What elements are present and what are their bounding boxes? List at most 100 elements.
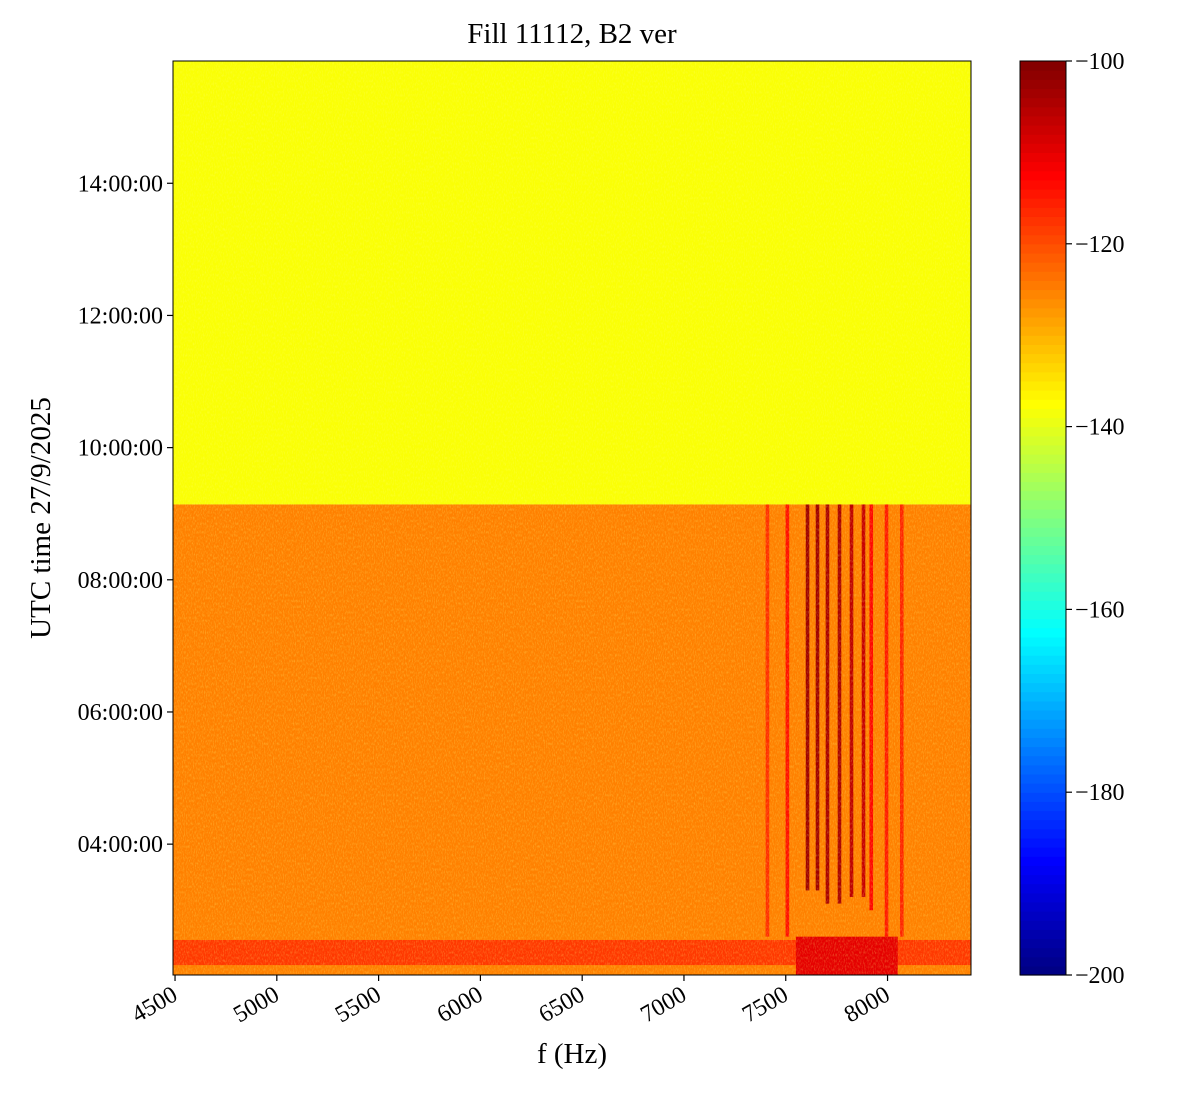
x-axis-label: f (Hz) (537, 1038, 607, 1070)
colorbar-step (1020, 481, 1066, 492)
colorbar-step (1020, 417, 1066, 428)
colorbar-step (1020, 399, 1066, 409)
colorbar-step (1020, 371, 1066, 382)
colorbar-step (1020, 591, 1066, 601)
colorbar-step (1020, 124, 1066, 135)
colorbar-step (1020, 454, 1066, 464)
colorbar-step (1020, 499, 1066, 510)
colorbar-step (1020, 600, 1066, 610)
colorbar-step (1020, 764, 1066, 775)
colorbar-step (1020, 901, 1066, 912)
colorbar-step (1020, 837, 1066, 848)
colorbar-step (1020, 920, 1066, 930)
colorbar-step (1020, 956, 1066, 967)
x-tick-label: 6000 (433, 982, 488, 1029)
colorbar-step (1020, 847, 1066, 857)
colorbar-step (1020, 408, 1066, 419)
colorbar-step (1020, 280, 1066, 291)
colorbar-step (1020, 773, 1066, 784)
colorbar-step (1020, 444, 1066, 455)
colorbar-step (1020, 783, 1066, 793)
colorbar-step (1020, 234, 1066, 245)
colorbar-tick-label: −140 (1075, 415, 1125, 441)
colorbar-step (1020, 746, 1066, 757)
colorbar-step (1020, 810, 1066, 821)
colorbar-step (1020, 490, 1066, 501)
colorbar-step (1020, 883, 1066, 894)
x-tick-label: 4500 (127, 982, 182, 1029)
y-tick-label: 10:00:00 (78, 436, 163, 462)
colorbar-step (1020, 79, 1066, 90)
x-tick-label: 6500 (535, 982, 590, 1029)
colorbar-step (1020, 536, 1066, 547)
x-tick-label: 8000 (840, 982, 895, 1029)
colorbar-step (1020, 874, 1066, 885)
colorbar-step (1020, 262, 1066, 272)
colorbar-tick-label: −180 (1075, 780, 1125, 806)
colorbar-step (1020, 134, 1066, 144)
colorbar-step (1020, 828, 1066, 839)
colorbar-step (1020, 161, 1066, 172)
colorbar-step (1020, 188, 1066, 199)
colorbar-step (1020, 326, 1066, 336)
colorbar-step (1020, 508, 1066, 519)
colorbar-step (1020, 618, 1066, 629)
colorbar-step (1020, 856, 1066, 866)
colorbar-step (1020, 527, 1066, 537)
colorbar-step (1020, 691, 1066, 702)
plot-frame (172, 60, 972, 976)
colorbar-step (1020, 801, 1066, 812)
y-tick-label: 08:00:00 (78, 568, 163, 594)
colorbar-step (1020, 636, 1066, 647)
colorbar-step (1020, 865, 1066, 876)
colorbar-step (1020, 70, 1066, 80)
colorbar-step (1020, 390, 1066, 400)
colorbar-step (1020, 353, 1066, 364)
colorbar-step (1020, 911, 1066, 921)
colorbar-step (1020, 463, 1066, 473)
colorbar-step (1020, 252, 1066, 263)
y-tick-label: 12:00:00 (78, 303, 163, 329)
colorbar-step (1020, 152, 1066, 163)
colorbar-step (1020, 179, 1066, 190)
colorbar-step (1020, 673, 1066, 684)
colorbar-step (1020, 554, 1066, 565)
colorbar-step (1020, 627, 1066, 638)
colorbar-tick-label: −120 (1075, 232, 1125, 258)
colorbar-step (1020, 216, 1066, 227)
chart-title: Fill 11112, B2 ver (467, 18, 677, 50)
colorbar-step (1020, 143, 1066, 153)
colorbar-step (1020, 472, 1066, 483)
colorbar-step (1020, 965, 1066, 976)
x-tick-label: 7500 (738, 982, 793, 1029)
colorbar-step (1020, 947, 1066, 958)
colorbar-step (1020, 792, 1066, 802)
colorbar-step (1020, 106, 1066, 117)
colorbar-step (1020, 682, 1066, 693)
colorbar-step (1020, 362, 1066, 373)
colorbar-step (1020, 97, 1066, 108)
colorbar-step (1020, 645, 1066, 656)
colorbar-step (1020, 289, 1066, 300)
colorbar-step (1020, 572, 1066, 583)
colorbar-step (1020, 518, 1066, 528)
colorbar-step (1020, 755, 1066, 766)
x-tick-label: 7000 (636, 982, 691, 1029)
x-tick-label: 5000 (229, 982, 284, 1029)
colorbar-step (1020, 435, 1066, 446)
colorbar-tick-label: −160 (1075, 597, 1125, 623)
colorbar-step (1020, 271, 1066, 281)
y-tick-label: 06:00:00 (78, 700, 163, 726)
colorbar-step (1020, 207, 1066, 217)
colorbar-step (1020, 198, 1066, 208)
colorbar-step (1020, 225, 1066, 236)
colorbar-step (1020, 61, 1066, 71)
colorbar-step (1020, 938, 1066, 949)
y-axis-label: UTC time 27/9/2025 (25, 397, 57, 639)
colorbar-step (1020, 316, 1066, 327)
colorbar-step (1020, 892, 1066, 903)
colorbar-step (1020, 545, 1066, 556)
colorbar-step (1020, 243, 1066, 254)
colorbar-step (1020, 737, 1066, 748)
